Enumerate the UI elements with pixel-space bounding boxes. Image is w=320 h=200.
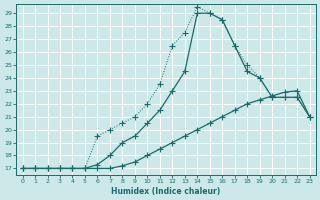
X-axis label: Humidex (Indice chaleur): Humidex (Indice chaleur)	[111, 187, 221, 196]
